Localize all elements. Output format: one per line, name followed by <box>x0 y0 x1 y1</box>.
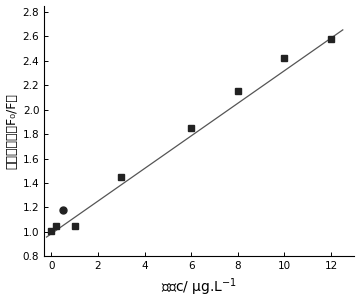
X-axis label: 浓度c/ μg.L$^{-1}$: 浓度c/ μg.L$^{-1}$ <box>161 277 238 299</box>
Y-axis label: 荧光变化量（F₀/F）: 荧光变化量（F₀/F） <box>5 93 19 169</box>
